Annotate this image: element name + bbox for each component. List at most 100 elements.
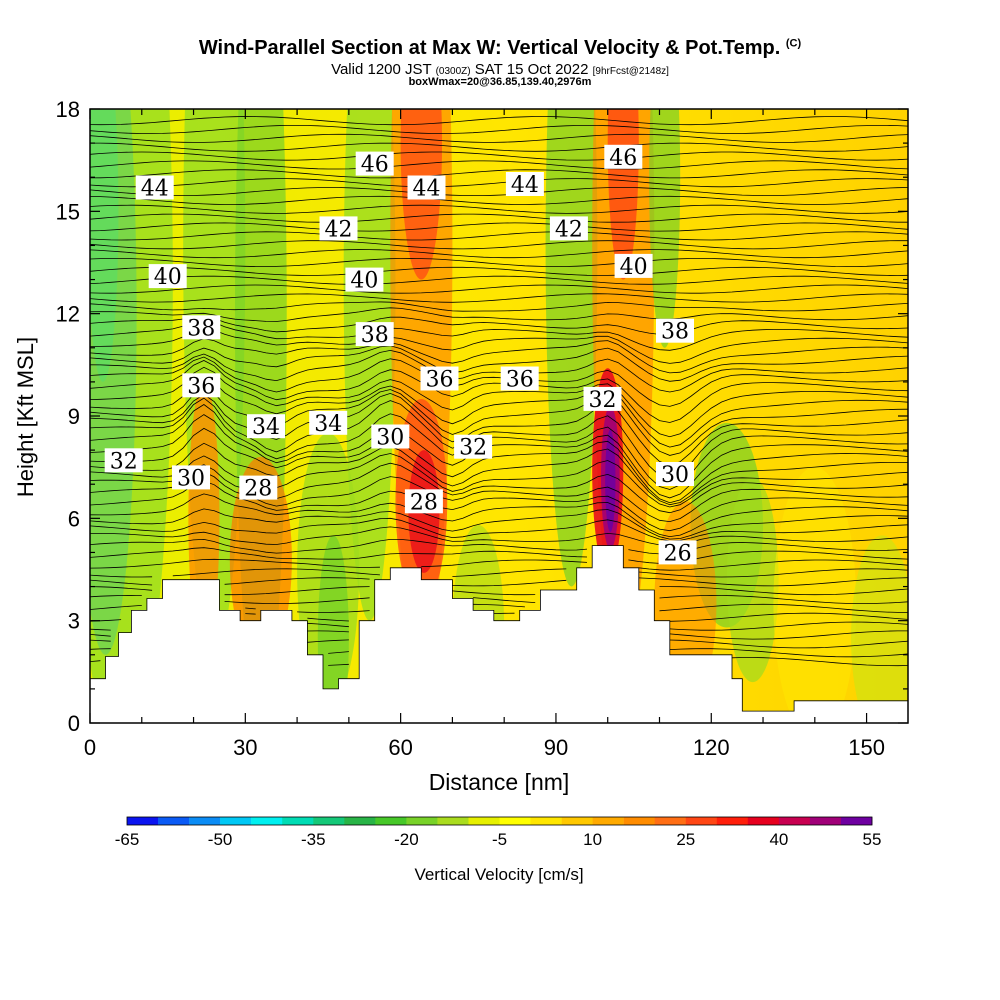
colorbar-tick-label: -20 [394,830,419,849]
x-tick-label: 150 [848,735,885,760]
colorbar-swatch [499,817,531,825]
colorbar-swatch [437,817,469,825]
theta-contour-line [90,169,908,179]
theta-contour-line [90,231,908,241]
x-tick-label: 0 [84,735,96,760]
theta-contour-line [90,517,908,542]
colorbar-swatch [841,817,873,825]
contour-label: 28 [404,489,443,515]
theta-contour-line [90,293,908,303]
theta-contour-line [90,471,908,523]
contour-label: 30 [371,424,410,451]
colorbar-swatch [189,817,221,825]
theta-contour-line [90,240,908,250]
colorbar: -65 -50 -35 -20 -5 10 25 40 55 [115,816,882,849]
colorbar-tick-label: -5 [492,830,507,849]
colorbar-tick-label: -50 [208,830,233,849]
theta-contour-line [90,586,908,596]
theta-contour-line [90,568,908,578]
theta-contour-line [90,142,908,152]
contour-label: 40 [148,264,187,290]
terrain-mask [90,545,908,723]
theta-contour-line [90,558,908,571]
x-tick-label: 90 [544,735,568,760]
x-tick-label: 120 [693,735,730,760]
colorbar-swatch [344,817,376,825]
theta-contour-line [90,414,908,499]
theta-contour-line [90,356,908,407]
svg-text:34: 34 [314,412,342,437]
theta-contour-line [90,462,908,514]
theta-contour-line [90,116,908,126]
chart-box-info: boxWmax=20@36.85,139.40,2976m [408,76,592,88]
colorbar-swatch [375,817,407,825]
contour-label: 44 [407,175,446,202]
theta-contour-line [90,284,908,294]
velocity-cell [605,429,616,532]
theta-contour-line [90,222,908,232]
theta-contour-line [90,621,908,631]
theta-contour-line [90,315,908,335]
plot-area: 46 46 44 44 44 42 42 40 40 40 38 38 38 36 36 36 32 34 34 30… [90,109,908,723]
svg-text:38: 38 [187,316,215,341]
theta-contour-line [90,366,908,438]
theta-contour-line [90,338,908,374]
theta-contour-line [90,392,908,466]
y-tick-label: 18 [56,97,80,122]
theta-contour-line [90,319,908,351]
svg-text:44: 44 [413,177,441,202]
colorbar-swatch [747,817,780,825]
x-tick-label: 30 [233,735,257,760]
theta-contours [90,116,908,667]
theta-contour-line [90,151,908,161]
velocity-cell [649,109,681,348]
contour-label: 34 [247,414,285,440]
contour-label: 32 [583,386,622,413]
svg-text:40: 40 [620,255,648,280]
y-tick-label: 6 [68,506,80,531]
colorbar-swatch [158,817,190,825]
contour-labels: 46 46 44 44 44 42 42 40 40 40 38 38 38 36 36 36 32 34 34 30… [104,144,697,566]
svg-text:36: 36 [187,374,215,399]
theta-contour-line [90,345,908,382]
colorbar-tick-label: 10 [583,830,602,849]
theta-contour-line [90,397,908,480]
contour-label: 46 [355,151,394,178]
theta-contour-line [90,360,908,423]
theta-contour-line [90,213,908,223]
colorbar-tick-label: 55 [863,830,882,849]
contour-label: 46 [604,144,643,171]
chart-subtitle: Valid 1200 JST (0300Z) SAT 15 Oct 2022 [… [331,61,669,78]
colorbar-label: Vertical Velocity [cm/s] [414,865,583,884]
colorbar-swatch [282,817,314,825]
svg-text:32: 32 [459,436,487,461]
contour-label: 36 [420,366,459,393]
contour-label: 42 [549,216,588,242]
colorbar-swatch [561,817,593,825]
colorbar-swatch [809,817,842,825]
velocity-cell [607,109,639,280]
svg-text:40: 40 [350,269,378,294]
theta-contour-line [90,327,908,364]
copyright-mark: (C) [785,37,802,50]
theta-contour-line [90,195,908,205]
theta-contour-line [90,307,908,322]
colorbar-swatch [127,817,159,825]
theta-contour-line [90,648,908,658]
colorbar-tick-label: 40 [769,830,788,849]
colorbar-swatch [220,817,252,825]
svg-text:42: 42 [325,217,353,242]
theta-contour-line [90,594,908,605]
theta-contour-line [90,301,908,312]
contour-label: 32 [454,434,493,461]
theta-contour-line [90,133,908,143]
theta-contour-line [90,639,908,649]
theta-contour-line [90,442,908,506]
contour-label: 44 [505,172,544,198]
theta-contour-line [90,453,908,508]
theta-contour-line [90,526,908,546]
svg-text:30: 30 [376,426,404,451]
contour-label: 38 [355,322,394,348]
svg-text:30: 30 [177,466,205,491]
